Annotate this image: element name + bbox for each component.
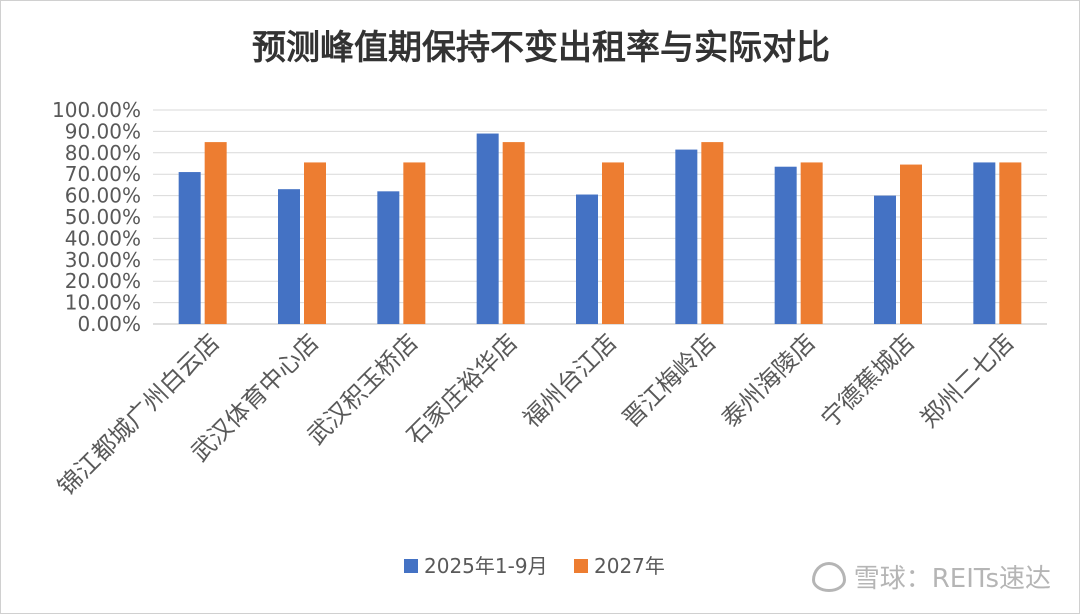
legend-swatch (574, 559, 588, 573)
bar-series-2 (204, 142, 227, 324)
bar-series-2 (900, 164, 922, 324)
bar-series-2 (999, 162, 1022, 324)
bar-series-1 (973, 162, 996, 324)
y-tick-label: 30.00% (65, 248, 141, 272)
y-tick-label: 80.00% (65, 141, 141, 165)
bar-series-1 (774, 166, 797, 324)
bar-series-1 (278, 189, 300, 324)
y-tick-label: 90.00% (65, 119, 141, 143)
y-tick-label: 40.00% (65, 226, 141, 250)
watermark-text: 雪球：REITs速达 (853, 564, 1051, 594)
gridlines (153, 109, 1047, 325)
chart-title: 预测峰值期保持不变出租率与实际对比 (252, 28, 830, 68)
bar-series-2 (304, 162, 326, 324)
bar-series-2 (403, 162, 426, 324)
bar-series-2 (800, 162, 823, 324)
bar-series-2 (701, 142, 724, 324)
x-axis-ticks: 锦江都城广州白云店武汉体育中心店武汉积玉桥店石家庄裕华店福州台江店晋江梅岭店泰州… (52, 328, 1019, 501)
y-tick-label: 60.00% (65, 184, 141, 208)
y-tick-label: 10.00% (65, 291, 141, 315)
bar-series-1 (476, 133, 499, 324)
y-axis-ticks: 100.00%90.00%80.00%70.00%60.00%50.00%40.… (52, 98, 141, 336)
x-tick-label: 泰州海陵店 (716, 328, 821, 433)
legend: 2025年1-9月 2027年 (404, 554, 665, 578)
y-tick-label: 100.00% (52, 98, 141, 122)
y-tick-label: 50.00% (65, 205, 141, 229)
bar-series-1 (576, 194, 598, 324)
bar-series-1 (874, 195, 896, 324)
bars (178, 133, 1022, 324)
x-tick-label: 郑州二七店 (915, 328, 1020, 433)
legend-swatch (404, 559, 418, 573)
bar-series-2 (502, 142, 525, 324)
snowball-logo-icon (811, 561, 846, 592)
bar-series-1 (675, 149, 698, 324)
bar-series-2 (602, 162, 624, 324)
bar-series-1 (377, 191, 400, 324)
legend-label: 2025年1-9月 (424, 554, 548, 578)
x-tick-label: 福州台江店 (518, 328, 623, 433)
y-tick-label: 70.00% (65, 162, 141, 186)
y-tick-label: 20.00% (65, 269, 141, 293)
x-tick-label: 锦江都城广州白云店 (52, 328, 225, 501)
x-tick-label: 宁德蕉城店 (816, 328, 921, 433)
legend-label: 2027年 (594, 554, 665, 578)
watermark: 雪球：REITs速达 (811, 558, 1051, 595)
x-tick-label: 晋江梅岭店 (617, 328, 722, 433)
bar-series-1 (178, 172, 201, 324)
y-tick-label: 0.00% (77, 312, 141, 336)
